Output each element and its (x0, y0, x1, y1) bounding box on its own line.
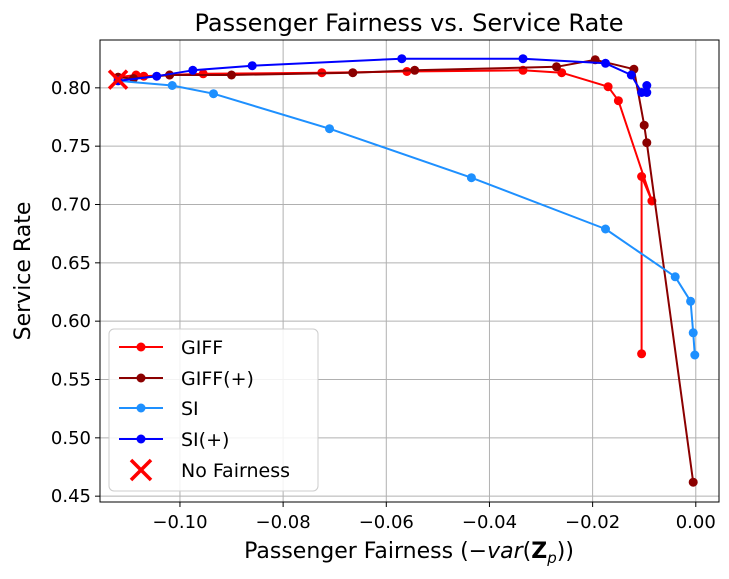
y-axis-ticks: 0.45 0.50 0.55 0.60 0.65 0.70 0.75 0.80 (51, 78, 100, 507)
series-line-giff (117, 69, 653, 354)
data-point-si (688, 328, 698, 338)
legend-entry-giff: GIFF (119, 337, 223, 359)
legend-entry-no-fairness: No Fairness (129, 458, 290, 482)
y-tick-label: 0.70 (51, 195, 91, 216)
data-point-si (466, 173, 476, 183)
legend: GIFF GIFF(+) SI SI(+) No Fairness (108, 328, 319, 492)
series-si-plus (113, 54, 652, 97)
y-tick-label: 0.45 (51, 486, 91, 507)
data-point-si (686, 296, 696, 306)
y-tick-label: 0.65 (51, 253, 91, 274)
data-point-si-plus (152, 71, 162, 81)
data-point-giff-plus (688, 477, 698, 487)
legend-marker-si-plus (136, 434, 146, 444)
x-tick-label: −0.06 (359, 512, 414, 533)
data-point-giff-plus (639, 120, 649, 130)
data-point-si-plus (601, 58, 610, 68)
x-tick-label: −0.04 (462, 512, 517, 533)
x-tick-label: −0.10 (152, 512, 207, 533)
data-point-si-plus (188, 65, 198, 75)
legend-marker-giff-plus (136, 373, 146, 383)
plot-frame (99, 39, 720, 503)
x-tick-label: −0.02 (565, 512, 620, 533)
data-point-giff (613, 96, 623, 106)
data-point-si (601, 224, 610, 234)
legend-x-marker-icon (129, 458, 153, 482)
data-point-giff (637, 349, 647, 359)
data-point-si (167, 81, 177, 90)
legend-entry-si-plus: SI(+) (119, 429, 229, 451)
legend-label-si: SI (181, 398, 199, 420)
legend-label-si-plus: SI(+) (181, 429, 229, 451)
y-tick-label: 0.50 (51, 428, 91, 449)
data-point-giff (198, 69, 208, 79)
series-layer (107, 54, 700, 487)
data-point-si (690, 350, 700, 360)
data-point-si-plus (518, 54, 528, 64)
data-point-si-plus (247, 61, 257, 71)
x-axis-ticks: −0.10 −0.08 −0.06 −0.04 −0.02 0.00 (152, 502, 716, 533)
data-point-giff-plus (552, 62, 561, 72)
legend-label-giff: GIFF (181, 337, 223, 359)
series-line-si (118, 79, 696, 356)
series-giff (113, 65, 657, 359)
legend-marker-si (136, 403, 146, 413)
data-point-giff-plus (227, 70, 236, 80)
data-point-giff (557, 68, 567, 78)
x-tick-label: −0.08 (256, 512, 311, 533)
data-point-giff (637, 172, 647, 181)
grid-lines (100, 40, 719, 502)
data-point-giff-plus (410, 65, 420, 75)
legend-entry-giff-plus: GIFF(+) (119, 368, 254, 390)
no-fairness-marker (107, 69, 129, 90)
data-point-si-plus (642, 88, 652, 97)
data-point-si (325, 124, 334, 134)
data-point-giff-plus (348, 68, 358, 78)
y-tick-label: 0.75 (51, 136, 91, 157)
data-point-giff-plus (642, 138, 652, 148)
data-point-si (670, 272, 680, 282)
legend-box (108, 328, 319, 492)
legend-label-giff-plus: GIFF(+) (181, 368, 254, 390)
y-tick-label: 0.60 (51, 311, 91, 332)
legend-entry-si: SI (119, 398, 199, 420)
data-point-si-plus (642, 81, 652, 90)
series-si (113, 76, 700, 360)
data-point-si-plus (397, 54, 407, 64)
legend-marker-giff (136, 342, 146, 352)
x-tick-label: 0.00 (676, 512, 716, 533)
x-axis-label: Passenger Fairness (−var(Zp)) (244, 539, 574, 567)
data-point-giff (603, 82, 613, 92)
y-tick-label: 0.55 (51, 370, 91, 391)
data-point-si (209, 89, 218, 99)
legend-label-no-fairness: No Fairness (181, 460, 290, 482)
y-tick-label: 0.80 (51, 78, 91, 99)
y-axis-label: Service Rate (11, 202, 36, 341)
data-point-si-plus (626, 70, 636, 80)
chart-title: Passenger Fairness vs. Service Rate (195, 9, 624, 37)
